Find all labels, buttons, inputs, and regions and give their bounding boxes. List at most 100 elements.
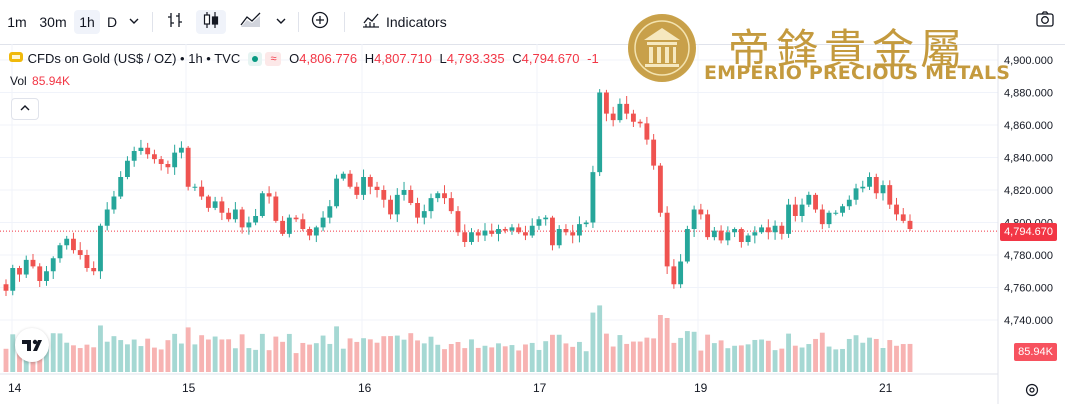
candle-body — [718, 230, 724, 241]
volume-bar — [286, 333, 292, 372]
candle-body — [630, 113, 636, 122]
volume-bar — [711, 343, 717, 372]
volume-bar — [91, 347, 97, 372]
candle-body — [509, 227, 515, 231]
interval-30m-button[interactable]: 30m — [39, 14, 67, 30]
candle-body — [475, 232, 481, 236]
candle-body — [77, 250, 83, 255]
ohlc-close-value: 4,794.670 — [521, 51, 580, 67]
volume-bar — [408, 333, 414, 372]
volume-bar — [415, 340, 420, 372]
volume-bar — [428, 336, 434, 372]
volume-bar — [226, 339, 232, 372]
y-tick-label: 4,840.000 — [1004, 153, 1053, 165]
volume-bar — [900, 344, 906, 372]
camera-icon[interactable] — [1032, 10, 1058, 34]
watermark-logo-icon — [628, 14, 696, 82]
x-tick-label: 19 — [694, 381, 708, 395]
interval-1m-button[interactable]: 1m — [7, 14, 27, 30]
volume-bar — [867, 337, 872, 372]
volume-bar — [442, 349, 447, 372]
candle-body — [286, 217, 292, 234]
candle-body — [199, 186, 205, 197]
candle-body — [3, 284, 9, 291]
volume-label: Vol — [10, 74, 27, 88]
symbol-title[interactable]: CFDs on Gold (US$ / OZ) • 1h • TVC — [27, 51, 241, 67]
volume-bar — [98, 325, 103, 372]
candle-body — [590, 172, 596, 223]
candle-body — [23, 259, 29, 275]
volume-bar — [239, 334, 245, 372]
candle-body — [408, 190, 414, 203]
volume-bar — [806, 344, 812, 372]
candle-body — [523, 232, 528, 236]
volume-bar — [192, 344, 198, 372]
candles-style-icon[interactable] — [196, 10, 226, 34]
volume-bar — [536, 349, 542, 372]
candle-body — [442, 193, 447, 199]
volume-bar — [543, 341, 549, 372]
candle-body — [205, 196, 211, 208]
tradingview-logo-icon[interactable] — [15, 328, 49, 362]
volume-bar — [482, 345, 488, 372]
volume-bar — [178, 343, 184, 372]
interval-1h-button[interactable]: 1h — [74, 10, 100, 34]
volume-bar — [779, 348, 785, 372]
volume-bar — [394, 335, 400, 372]
candle-body — [57, 245, 63, 259]
interval-d-button[interactable]: D — [106, 14, 118, 30]
volume-bar — [489, 347, 495, 372]
candle-body — [617, 103, 623, 121]
volume-bar — [603, 333, 609, 372]
candle-body — [138, 147, 144, 151]
compare-add-icon[interactable] — [306, 10, 334, 34]
candle-body — [327, 206, 333, 218]
candle-body — [354, 186, 360, 195]
volume-bar — [462, 348, 468, 372]
volume-bar — [725, 348, 731, 372]
candle-body — [10, 268, 16, 291]
volume-bar — [833, 349, 839, 372]
volume-bar — [50, 333, 56, 372]
volume-bar — [516, 350, 522, 372]
x-tick-label: 21 — [879, 381, 893, 395]
candle-body — [813, 194, 818, 210]
chart-style-chevron-icon[interactable] — [272, 10, 290, 34]
watermark: 帝鋒貴金屬 EMPERIO PRECIOUS METALS — [628, 14, 1010, 88]
candle-body — [455, 211, 461, 233]
candle-body — [44, 271, 49, 281]
watermark-english-text: EMPERIO PRECIOUS METALS — [704, 62, 1011, 84]
settings-gear-icon[interactable] — [1024, 382, 1040, 398]
area-style-icon[interactable] — [236, 10, 266, 34]
volume-bar — [455, 341, 461, 372]
gold-symbol-icon — [8, 52, 28, 67]
candle-body — [469, 232, 474, 242]
volume-bar — [813, 338, 818, 372]
candle-body — [388, 199, 393, 215]
collapse-legend-button[interactable] — [11, 98, 39, 120]
candle-body — [745, 235, 751, 242]
candle-body — [145, 147, 151, 155]
symbol-legend: CFDs on Gold (US$ / OZ) • 1h • TVC ≈ O4,… — [8, 50, 599, 67]
candle-body — [664, 212, 670, 267]
candle-body — [118, 177, 124, 197]
volume-bar — [570, 346, 576, 372]
candle-body — [657, 165, 663, 213]
candle-body — [158, 159, 164, 164]
volume-bar — [860, 342, 866, 372]
interval-dropdown-chevron-icon[interactable] — [124, 10, 144, 34]
volume-bar — [772, 350, 778, 372]
volume-bar — [684, 331, 690, 372]
bars-style-icon[interactable] — [162, 10, 188, 34]
indicators-icon[interactable] — [358, 10, 384, 34]
volume-bar — [469, 339, 474, 372]
volume-bar — [502, 346, 508, 372]
candle-body — [873, 177, 879, 194]
candle-body — [738, 229, 744, 242]
candle-body — [37, 266, 43, 281]
volume-bar — [381, 336, 387, 372]
indicators-button[interactable]: Indicators — [386, 14, 447, 30]
approx-icon: ≈ — [265, 51, 282, 66]
candle-body — [421, 211, 427, 218]
